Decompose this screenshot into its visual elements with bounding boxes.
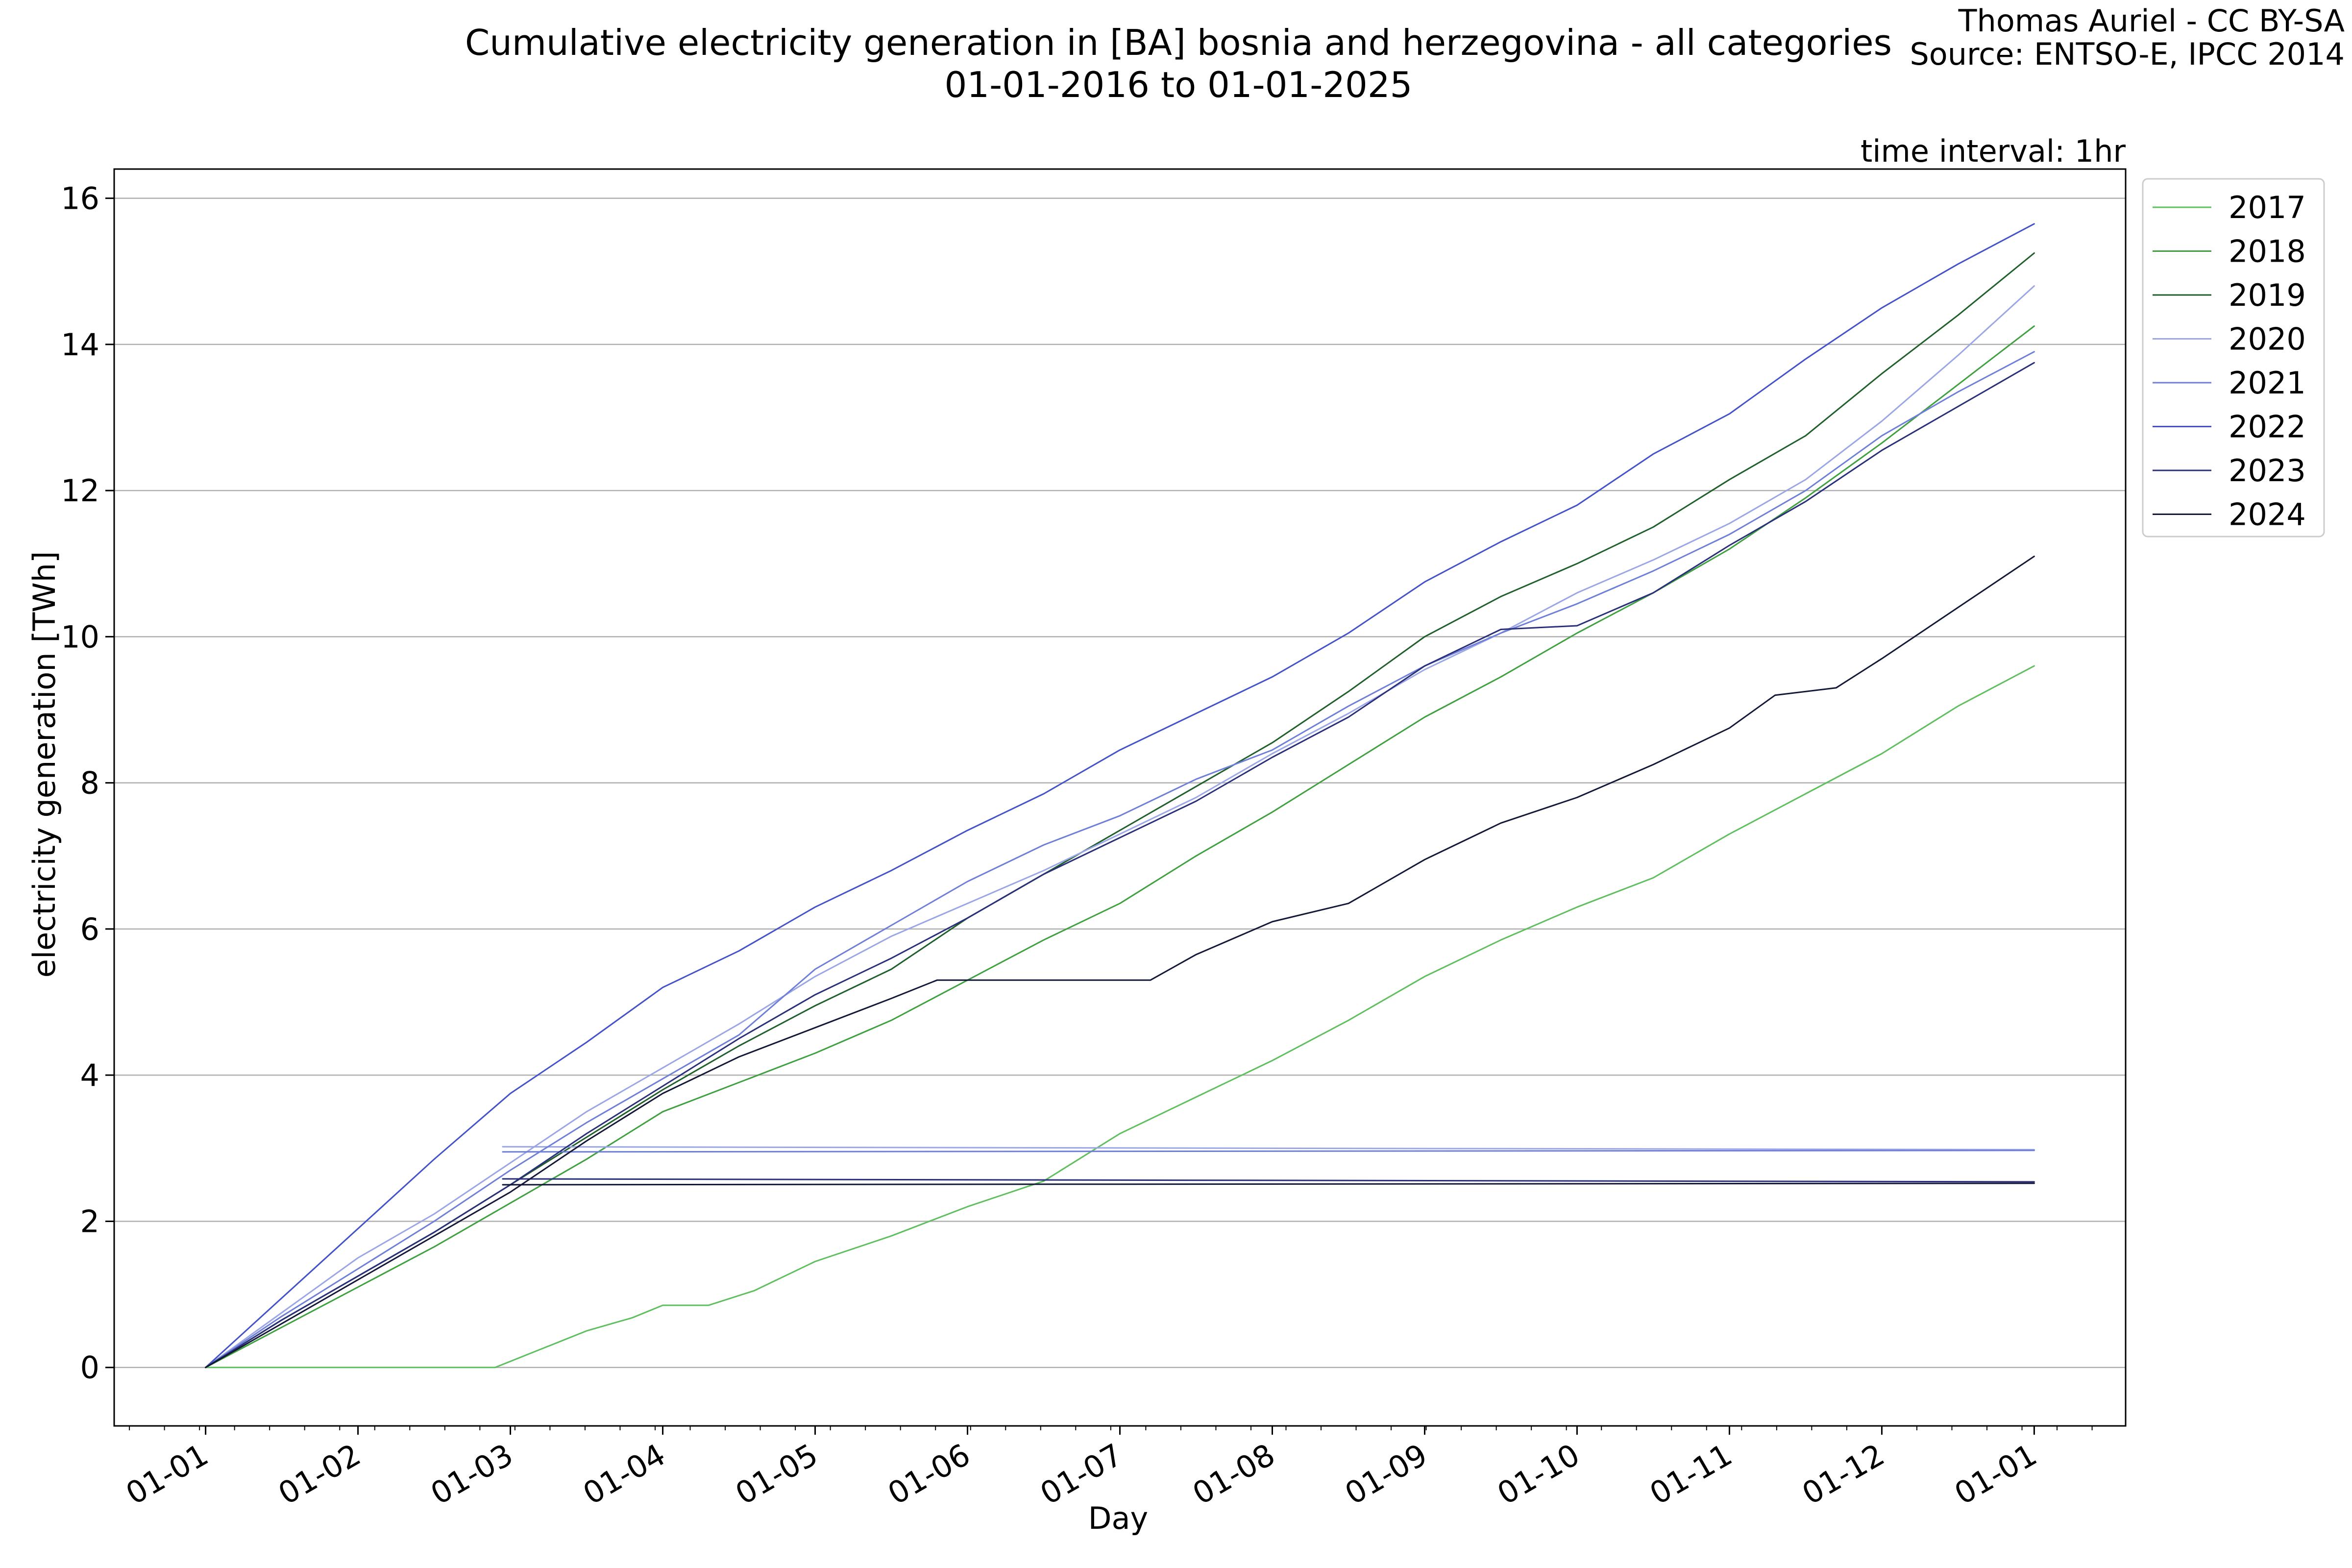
series-lines	[205, 223, 2035, 1369]
series-line-2022	[205, 223, 2035, 1369]
legend-box	[2142, 178, 2325, 538]
x-axis-label: Day	[1088, 1500, 1148, 1536]
gridlines	[114, 197, 2126, 1368]
series-line-2021-baseline	[502, 1150, 2035, 1153]
y-tick-label-14: 14	[61, 327, 99, 363]
y-tick-label-0: 0	[80, 1350, 99, 1386]
y-axis-label: electricity generation [TWh]	[26, 551, 62, 978]
legend: 2017 2018 2019 2020 2021 2022 2023 2024	[2142, 178, 2325, 538]
legend-label-2020: 2020	[2229, 321, 2306, 357]
chart-subtitle: 01-01-2016 to 01-01-2025	[945, 64, 1413, 105]
legend-label-2021: 2021	[2229, 365, 2306, 401]
legend-label-2022: 2022	[2229, 409, 2306, 445]
y-tick-label-8: 8	[80, 765, 99, 801]
y-tick-label-16: 16	[61, 181, 99, 217]
series-line-2021	[205, 351, 2035, 1369]
legend-label-2017: 2017	[2229, 190, 2306, 225]
chart-title: Cumulative electricity generation in [BA…	[465, 22, 1892, 63]
y-tick-label-12: 12	[61, 473, 99, 509]
y-tick-label-2: 2	[80, 1203, 99, 1239]
series-line-2023-baseline	[502, 1178, 2035, 1183]
y-tick-label-6: 6	[80, 911, 99, 947]
y-tick-label-4: 4	[80, 1057, 99, 1093]
series-line-2024-baseline	[502, 1182, 2035, 1186]
legend-label-2018: 2018	[2229, 234, 2306, 270]
legend-label-2023: 2023	[2229, 453, 2306, 489]
series-line-2020	[205, 285, 2035, 1369]
credit-source: Source: ENTSO-E, IPCC 2014	[1910, 36, 2345, 72]
legend-label-2024: 2024	[2229, 497, 2306, 533]
legend-label-2019: 2019	[2229, 277, 2306, 313]
series-line-2020-baseline	[502, 1146, 2035, 1151]
credit-author: Thomas Auriel - CC BY-SA	[1958, 3, 2345, 39]
series-line-2024	[205, 555, 2035, 1369]
time-interval-note: time interval: 1hr	[1861, 133, 2126, 169]
y-tick-label-10: 10	[61, 619, 99, 655]
series-line-2018	[205, 325, 2035, 1369]
series-line-2017	[205, 665, 2035, 1369]
